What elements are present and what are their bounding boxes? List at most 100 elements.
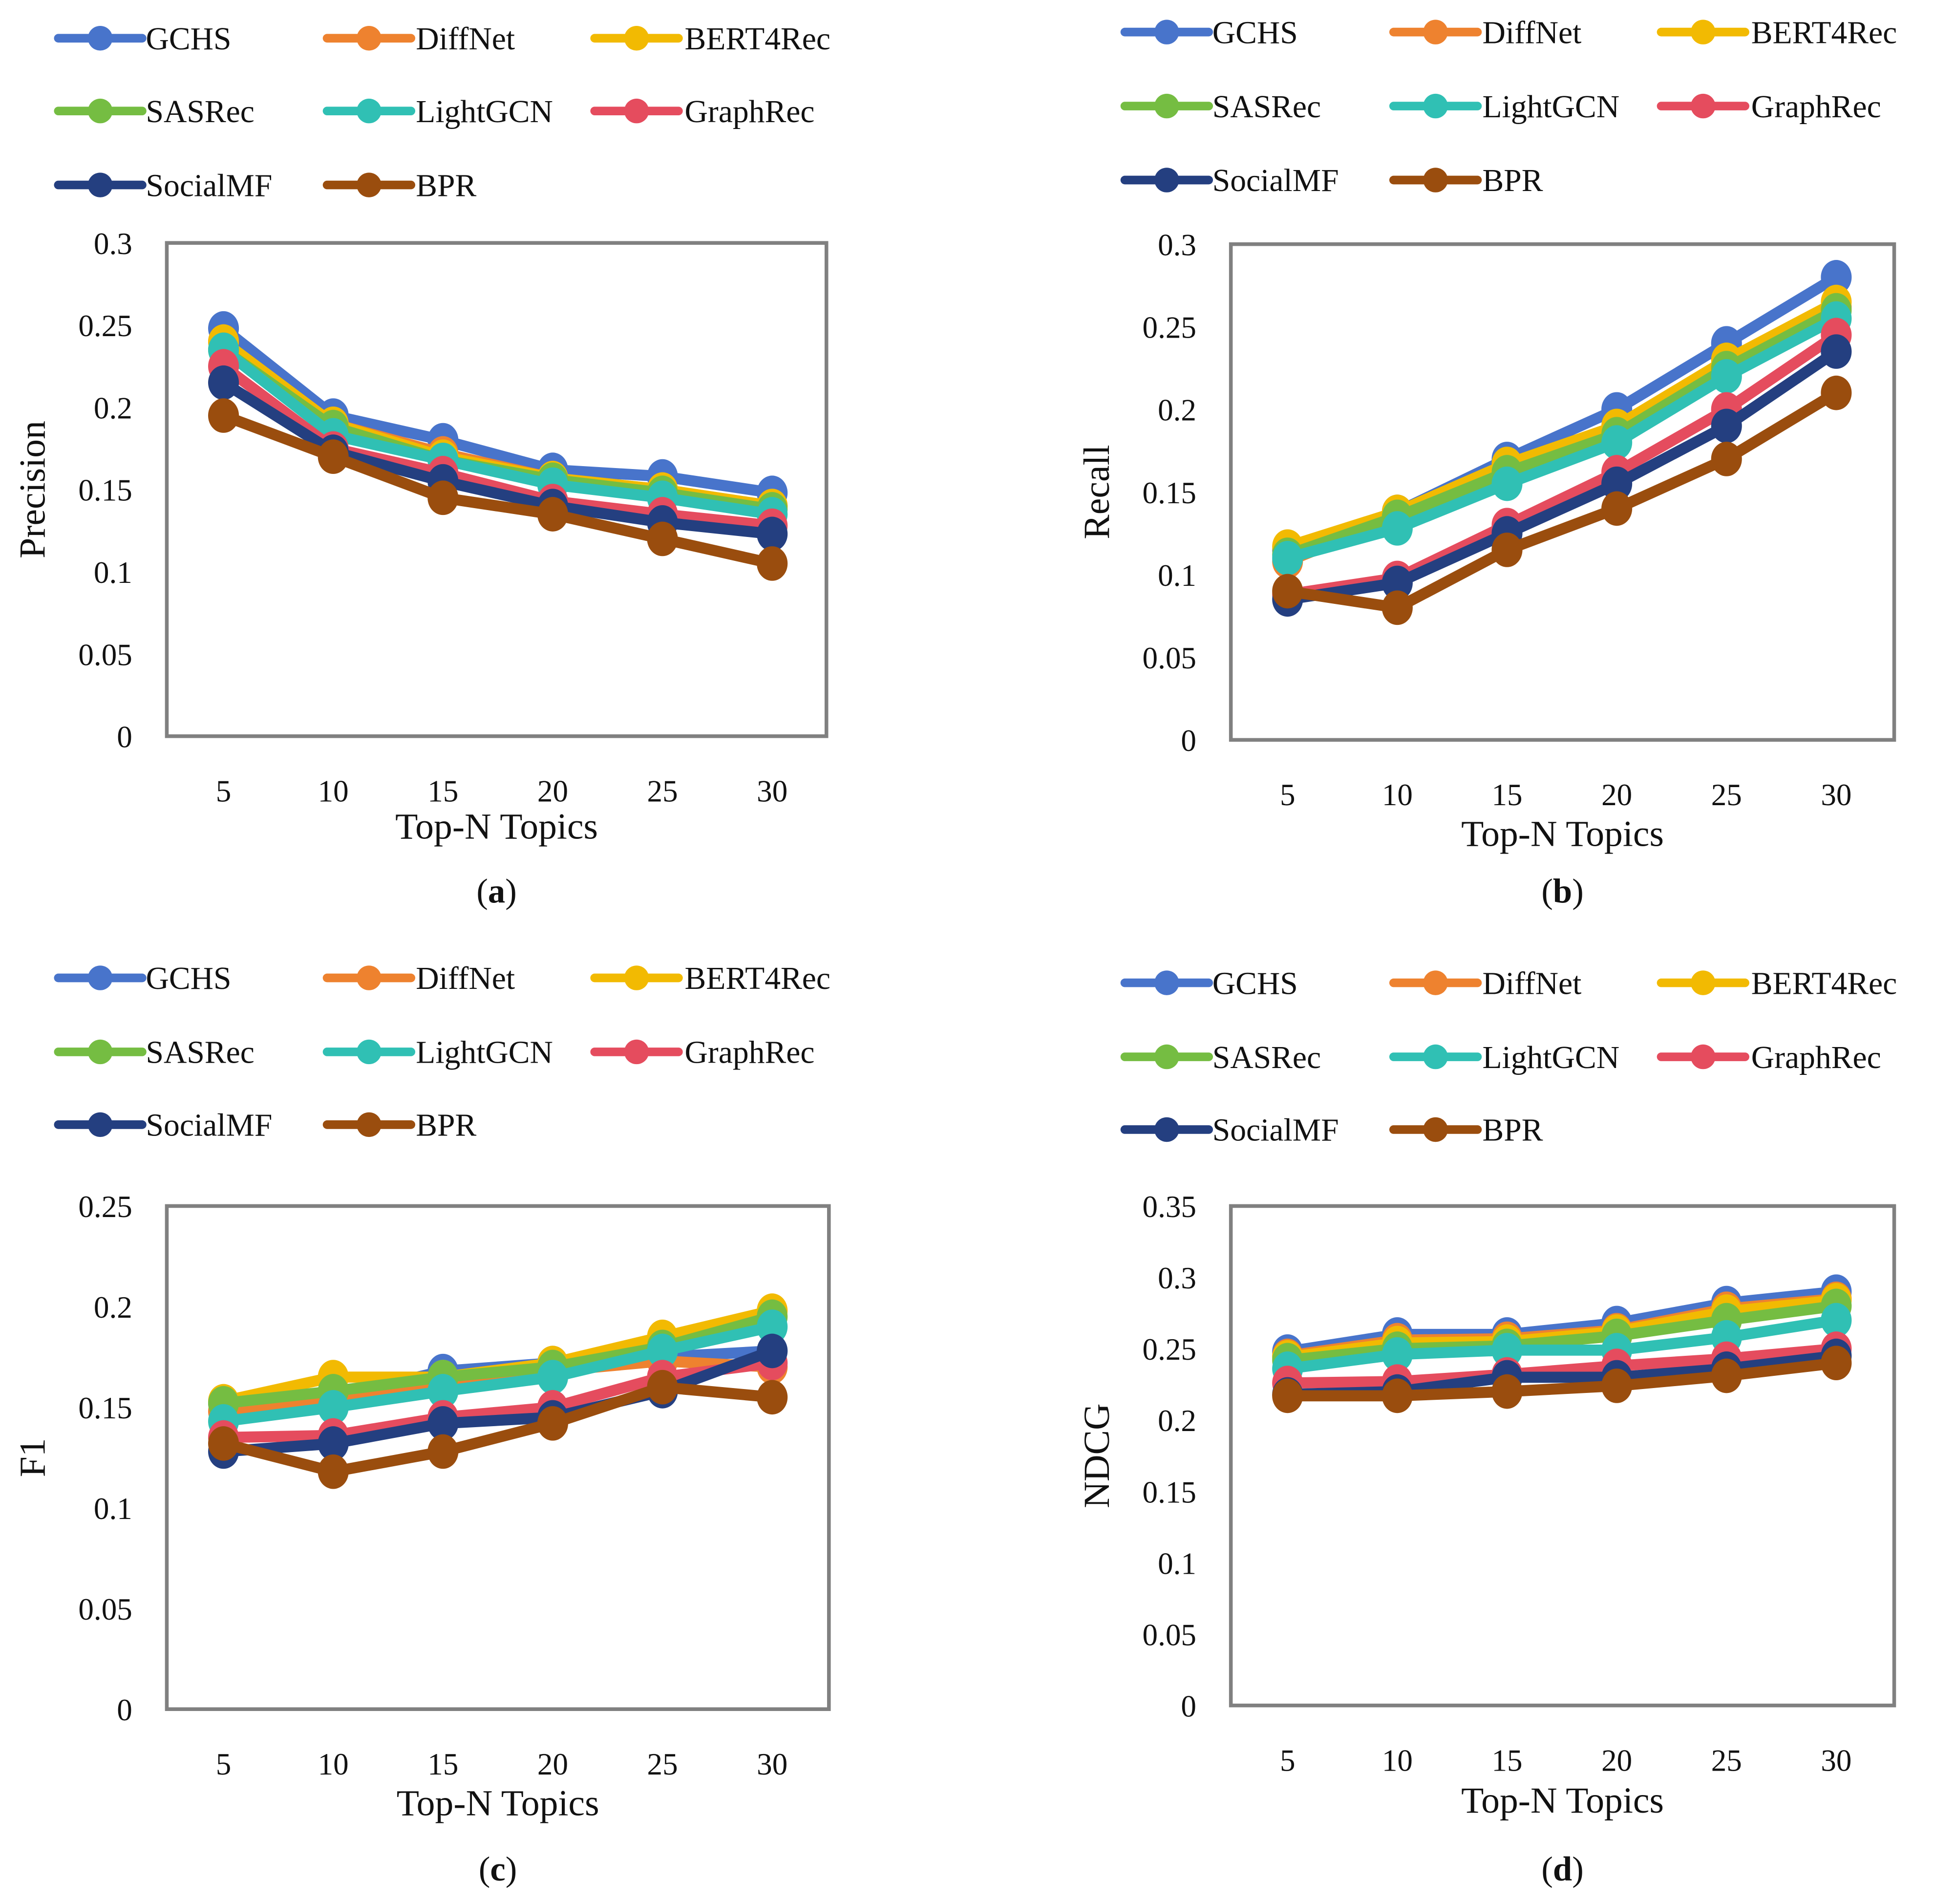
plot-area-frame <box>1229 1204 1896 1708</box>
x-tick-label: 25 <box>1711 778 1742 812</box>
legend-item: LightGCN <box>1389 89 1619 125</box>
y-tick-label: 0.35 <box>1143 1190 1196 1224</box>
legend-item: SASRec <box>1120 89 1321 125</box>
y-tick-label: 0.1 <box>1158 558 1196 593</box>
legend-item: GraphRec <box>590 94 815 129</box>
legend-marker <box>87 1039 113 1065</box>
data-point <box>1711 1358 1742 1393</box>
legend-marker <box>1691 93 1716 119</box>
legend-marker <box>1423 1044 1448 1070</box>
legend-label: GCHS <box>146 21 232 57</box>
x-tick-label: 5 <box>1280 778 1296 812</box>
data-point <box>1711 442 1742 476</box>
y-tick-label: 0.15 <box>78 473 132 508</box>
legend-marker <box>357 26 382 51</box>
chart-panel-a: GCHS DiffNet BERT4Rec SASRec LightGCN GraphRe… <box>13 21 830 911</box>
data-point <box>757 546 788 581</box>
data-point <box>1821 375 1852 410</box>
data-point <box>208 398 239 433</box>
legend-marker <box>624 26 649 51</box>
legend-label: GCHS <box>1212 15 1298 50</box>
legend-marker <box>624 965 649 990</box>
data-point <box>318 1454 349 1489</box>
legend-item: GCHS <box>54 21 232 57</box>
legend-label: DiffNet <box>416 21 515 57</box>
y-axis-label: F1 <box>13 1438 53 1477</box>
data-point <box>757 1333 788 1369</box>
data-point <box>1821 334 1852 369</box>
series-line <box>218 322 778 499</box>
y-tick-label: 0.25 <box>1143 311 1196 345</box>
legend-label: BPR <box>416 168 476 203</box>
legend-label: SocialMF <box>1212 1113 1339 1148</box>
y-axis-label: Precision <box>13 421 53 558</box>
series-line <box>218 410 778 569</box>
legend-item: BERT4Rec <box>590 961 830 996</box>
legend-label: BPR <box>1483 1113 1543 1148</box>
data-point <box>537 1360 568 1394</box>
x-tick-label: 20 <box>537 774 568 809</box>
x-tick-label: 20 <box>1601 1743 1632 1777</box>
legend-item: BERT4Rec <box>1657 15 1897 50</box>
data-point <box>427 1374 459 1409</box>
data-point <box>318 439 349 474</box>
data-point <box>1491 533 1523 567</box>
y-tick-label: 0.3 <box>1158 228 1196 262</box>
legend-item: GCHS <box>1120 966 1298 1001</box>
y-tick-label: 0 <box>1181 1689 1196 1723</box>
legend-label: GraphRec <box>1751 1040 1881 1075</box>
legend-item: BERT4Rec <box>1657 966 1897 1001</box>
data-point <box>1821 1346 1852 1381</box>
legend-item: DiffNet <box>322 961 515 996</box>
legend-marker <box>1423 1117 1448 1142</box>
data-point <box>427 1406 459 1441</box>
legend-label: BPR <box>416 1108 476 1143</box>
legend-marker <box>87 98 113 124</box>
legend-marker <box>357 98 382 124</box>
y-tick-label: 0.05 <box>1143 641 1196 675</box>
legend-label: SASRec <box>146 1035 255 1070</box>
panel-caption: (b) <box>1541 873 1583 911</box>
legend-item: GCHS <box>54 961 232 996</box>
data-point <box>537 497 568 532</box>
y-tick-label: 0 <box>117 1693 132 1727</box>
data-point <box>208 1426 239 1461</box>
data-point <box>757 1309 788 1344</box>
data-point <box>1381 565 1413 600</box>
data-point <box>208 365 239 400</box>
legend-marker <box>1154 20 1179 44</box>
series-line <box>1282 1314 1842 1374</box>
legend-item: LightGCN <box>322 94 553 129</box>
legend-marker <box>1154 970 1179 995</box>
legend-item: GraphRec <box>1657 1040 1881 1075</box>
panel-caption: (c) <box>479 1850 517 1888</box>
y-tick-label: 0.15 <box>1143 476 1196 510</box>
data-point <box>537 1406 568 1441</box>
legend-item: GraphRec <box>1657 89 1881 125</box>
series-line <box>1282 1343 1842 1389</box>
legend-label: SASRec <box>1212 1040 1321 1075</box>
x-tick-label: 15 <box>427 1747 458 1781</box>
legend-item: LightGCN <box>1389 1040 1619 1075</box>
series-bpr <box>1272 375 1852 625</box>
x-tick-label: 25 <box>647 774 678 809</box>
legend-item: DiffNet <box>322 21 515 57</box>
x-tick-label: 10 <box>1382 1743 1413 1777</box>
panel-caption: (d) <box>1541 1850 1583 1888</box>
legend-marker <box>87 26 113 51</box>
chart-panel-c: GCHS DiffNet BERT4Rec SASRec LightGCN GraphRe… <box>13 961 831 1888</box>
y-tick-label: 0.1 <box>94 1492 132 1526</box>
panel-caption: (a) <box>476 873 516 911</box>
legend-label: SASRec <box>1212 89 1321 125</box>
legend-label: GraphRec <box>685 94 815 129</box>
x-axis-label: Top-N Topics <box>397 1783 599 1823</box>
x-tick-label: 5 <box>1280 1743 1296 1777</box>
x-tick-label: 5 <box>216 1747 232 1781</box>
y-tick-label: 0.05 <box>78 1592 132 1626</box>
data-point <box>647 1333 678 1369</box>
data-point <box>1601 491 1633 526</box>
legend-item: BPR <box>1389 163 1543 198</box>
legend-marker <box>1423 20 1448 44</box>
data-point <box>1381 590 1413 625</box>
